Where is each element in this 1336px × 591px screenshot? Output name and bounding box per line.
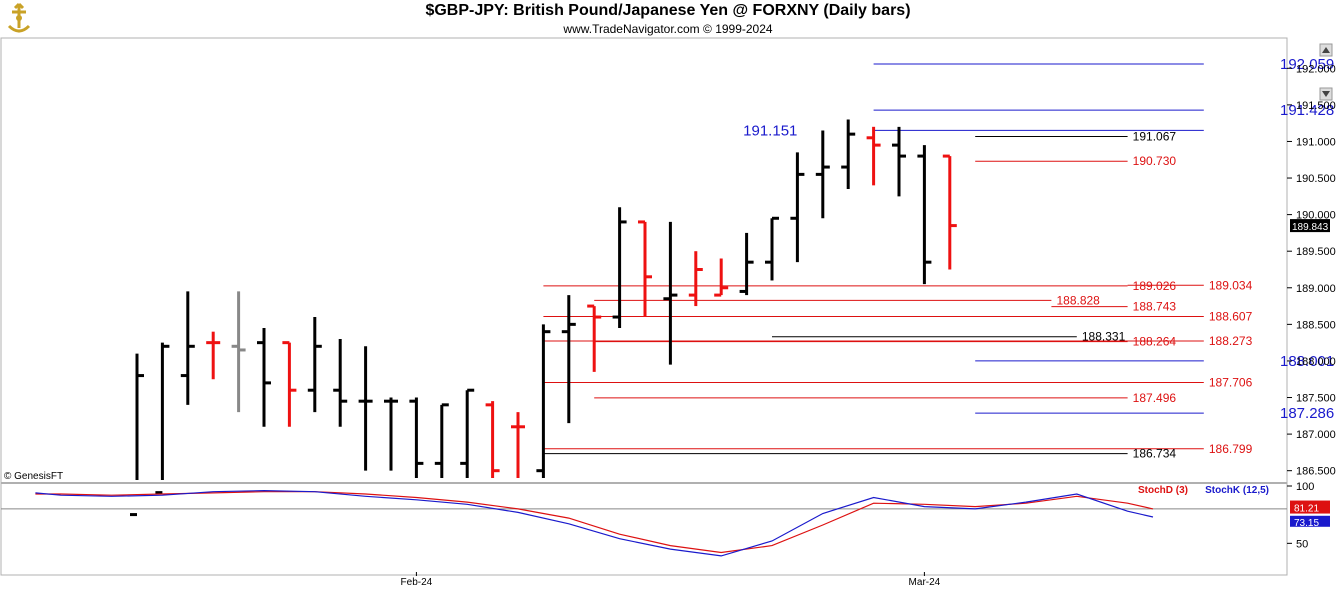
ohlc-bar [561, 295, 576, 424]
chart-subtitle: www.TradeNavigator.com © 1999-2024 [563, 22, 773, 36]
ohlc-bar [307, 317, 322, 413]
level-label: 191.151 [743, 122, 797, 139]
price-tick-label: 189.500 [1296, 246, 1336, 258]
level-label: 188.331 [1082, 330, 1126, 344]
price-tick-label: 190.500 [1296, 173, 1336, 185]
ohlc-bar [206, 331, 221, 380]
ohlc-bar [460, 388, 475, 478]
level-label: 191.067 [1133, 130, 1177, 144]
level-label: 192.059 [1280, 56, 1334, 73]
ohlc-bar [155, 342, 170, 495]
ohlc-bar [942, 154, 957, 270]
level-label: 188.828 [1056, 293, 1100, 307]
stoch-series-line [35, 491, 1154, 554]
ohlc-bar [358, 346, 373, 471]
stochk-value-box [1290, 515, 1330, 527]
ohlc-bar [511, 412, 525, 478]
last-price-label: 189.843 [1292, 222, 1329, 233]
level-label: 187.706 [1209, 375, 1253, 389]
stoch-series-line [35, 489, 1154, 557]
price-tick-label: 188.500 [1296, 319, 1336, 331]
ohlc-bar [257, 328, 271, 427]
price-tick-label: 186.500 [1296, 466, 1336, 478]
level-label: 188.273 [1209, 334, 1253, 348]
price-tick-label: 190.000 [1296, 210, 1336, 222]
ohlc-bar [384, 397, 398, 471]
ohlc-bar [485, 401, 500, 478]
ohlc-bar [612, 207, 627, 329]
price-tick-label: 192.000 [1296, 63, 1336, 75]
price-tick-label: 188.000 [1296, 356, 1336, 368]
ohlc-bar [866, 126, 881, 186]
level-label: 188.264 [1133, 335, 1177, 349]
ohlc-bar [714, 258, 729, 297]
ohlc-bar [180, 291, 195, 405]
level-label: 191.428 [1280, 102, 1334, 119]
stochd-value-box [1290, 500, 1330, 514]
level-label: 187.286 [1280, 405, 1334, 422]
stochk-value-label: 73.15 [1294, 518, 1319, 529]
level-label: 190.730 [1133, 154, 1177, 168]
price-tick-label: 191.500 [1296, 100, 1336, 112]
watermark-text: © GenesisFT [4, 471, 63, 482]
level-label: 189.026 [1133, 279, 1177, 293]
ohlc-bar [688, 251, 703, 307]
ohlc-bar [409, 397, 424, 478]
level-label: 188.607 [1209, 310, 1253, 324]
ohlc-bar [841, 119, 856, 190]
price-tick-label: 191.000 [1296, 136, 1336, 148]
trade-navigator-logo [4, 2, 34, 39]
stochd-value-label: 81.21 [1294, 504, 1319, 515]
stoch-tick-label: 100 [1296, 481, 1314, 493]
chart-title: $GBP-JPY: British Pound/Japanese Yen @ F… [425, 2, 911, 19]
ohlc-bar [638, 220, 652, 318]
ohlc-bar [282, 341, 297, 427]
ohlc-bar [765, 216, 779, 281]
ohlc-bar [587, 304, 602, 372]
stoch-tick-label: 50 [1296, 538, 1308, 550]
chevron-up-icon [1322, 47, 1330, 53]
level-label: 189.034 [1209, 278, 1253, 292]
ohlc-bar [231, 291, 246, 413]
legend-stochd: StochD (3) [1138, 485, 1188, 496]
level-label: 186.734 [1133, 447, 1177, 461]
price-tick-label: 189.000 [1296, 283, 1336, 295]
level-label: 188.001 [1280, 353, 1334, 370]
ohlc-bar [739, 232, 754, 296]
ohlc-bar [130, 353, 144, 517]
ohlc-bar [815, 130, 830, 219]
level-label: 188.743 [1133, 300, 1177, 314]
x-tick-label: Feb-24 [401, 577, 433, 588]
ohlc-bar [536, 324, 551, 478]
legend-stochk: StochK (12,5) [1205, 485, 1269, 496]
ohlc-bar [917, 145, 932, 285]
x-tick-label: Mar-24 [909, 577, 941, 588]
ohlc-bar [434, 403, 449, 478]
level-label: 187.496 [1133, 391, 1177, 405]
level-label: 186.799 [1209, 442, 1253, 456]
ohlc-bar [790, 152, 805, 263]
ohlc-bar [663, 221, 678, 365]
chevron-down-icon [1322, 91, 1330, 97]
price-tick-label: 187.000 [1296, 429, 1336, 441]
ohlc-bar [333, 338, 348, 427]
ohlc-bar [892, 126, 906, 197]
price-tick-label: 187.500 [1296, 393, 1336, 405]
last-price-box [1290, 219, 1330, 233]
